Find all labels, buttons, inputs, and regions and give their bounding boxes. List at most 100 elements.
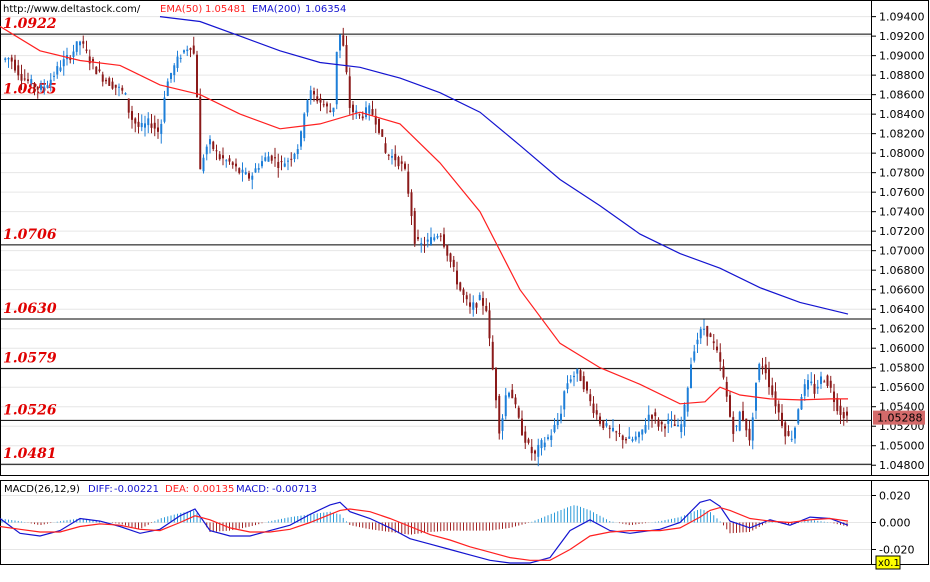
candle-bearish	[673, 424, 676, 426]
current-price-label: 1.05288	[877, 412, 923, 425]
macd-diff-value: -0.00221	[114, 484, 159, 495]
candle-bearish	[218, 154, 221, 160]
candle-bearish	[394, 153, 397, 161]
candle-bullish	[43, 86, 46, 89]
candle-bullish	[686, 387, 689, 412]
candle-bearish	[716, 346, 718, 351]
candle-bearish	[579, 370, 582, 381]
candle-bearish	[514, 397, 517, 405]
candle-bearish	[407, 171, 410, 194]
candle-bearish	[290, 158, 293, 160]
candle-bullish	[670, 419, 673, 421]
candle-bullish	[30, 79, 33, 84]
candle-bearish	[534, 450, 536, 454]
candle-bearish	[602, 420, 605, 428]
ema50-label: EMA(50)	[160, 4, 202, 15]
candle-bullish	[576, 368, 579, 374]
candle-bearish	[316, 96, 319, 102]
candle-bearish	[374, 115, 377, 125]
candle-bullish	[309, 90, 312, 100]
candle-bearish	[488, 310, 491, 339]
macd-dea-value: 0.00135	[193, 484, 234, 495]
candle-bullish	[365, 107, 367, 118]
price-tick-label: 1.05600	[879, 381, 925, 394]
candle-bullish	[816, 386, 819, 389]
candle-bullish	[644, 424, 647, 433]
candle-bullish	[251, 175, 254, 180]
candle-bearish	[784, 422, 787, 437]
candle-bearish	[215, 150, 218, 152]
candle-bearish	[475, 303, 478, 308]
candle-bearish	[745, 418, 748, 431]
candle-bearish	[326, 103, 328, 107]
candle-bullish	[355, 110, 358, 114]
current-price-tag	[873, 410, 925, 425]
candle-bearish	[521, 418, 523, 436]
candle-bearish	[404, 163, 406, 169]
level-label: 1.0526	[3, 402, 57, 418]
grid	[1, 16, 871, 466]
candle-bearish	[485, 305, 488, 311]
candle-bearish	[69, 58, 72, 60]
candle-bearish	[127, 98, 130, 113]
ema50-line	[0, 25, 848, 405]
candle-bullish	[807, 380, 809, 390]
candle-bearish	[342, 35, 345, 46]
ema200-value: 1.06354	[305, 4, 346, 15]
candle-bullish	[508, 392, 510, 397]
candle-bearish	[657, 419, 660, 427]
candle-bullish	[163, 97, 166, 122]
candle-bullish	[176, 56, 179, 68]
candle-bullish	[332, 107, 335, 113]
price-tick-label: 1.06600	[879, 284, 925, 297]
candle-bearish	[459, 282, 462, 291]
candle-bearish	[706, 326, 709, 337]
candle-bullish	[49, 79, 52, 86]
candle-bearish	[491, 341, 494, 370]
candle-bullish	[550, 435, 553, 441]
macd-name: MACD(26,12,9)	[4, 484, 80, 495]
candle-bearish	[36, 86, 39, 90]
candle-bullish	[472, 302, 475, 310]
candle-bearish	[511, 389, 514, 399]
candle-bearish	[712, 341, 715, 344]
candle-bearish	[98, 69, 101, 72]
macd-macd-value: -0.00713	[272, 484, 317, 495]
candle-bullish	[680, 424, 683, 433]
candle-bearish	[833, 391, 835, 403]
candle-bearish	[157, 127, 159, 132]
candle-bullish	[547, 437, 549, 439]
candle-bearish	[615, 431, 618, 433]
level-label: 1.0706	[3, 227, 57, 243]
candle-bullish	[810, 381, 813, 384]
candle-bullish	[179, 57, 182, 59]
candle-bearish	[114, 84, 117, 88]
candle-bearish	[280, 161, 283, 163]
candle-bearish	[836, 397, 839, 412]
candle-bearish	[231, 162, 234, 165]
candle-bearish	[192, 45, 195, 54]
candle-bearish	[732, 416, 735, 434]
candle-bearish	[839, 405, 842, 415]
candle-bullish	[287, 160, 289, 162]
candle-bearish	[449, 253, 452, 262]
level-label: 1.0630	[3, 301, 57, 317]
candle-bullish	[667, 419, 670, 424]
candle-bearish	[92, 59, 94, 62]
candle-bullish	[225, 160, 228, 162]
candle-bearish	[586, 381, 588, 391]
candle-bearish	[651, 415, 653, 419]
price-axis-frame	[871, 0, 929, 476]
candle-bearish	[277, 161, 280, 168]
candle-bearish	[768, 369, 770, 388]
macd-diff-label: DIFF:	[88, 484, 113, 495]
candle-bearish	[495, 368, 497, 401]
candle-bearish	[238, 168, 241, 174]
candle-bullish	[53, 75, 55, 77]
candle-bullish	[634, 436, 637, 440]
candle-bearish	[14, 59, 16, 71]
candle-bearish	[101, 74, 104, 82]
candle-bullish	[300, 131, 302, 147]
candle-bearish	[599, 416, 601, 424]
candle-bearish	[524, 431, 527, 443]
